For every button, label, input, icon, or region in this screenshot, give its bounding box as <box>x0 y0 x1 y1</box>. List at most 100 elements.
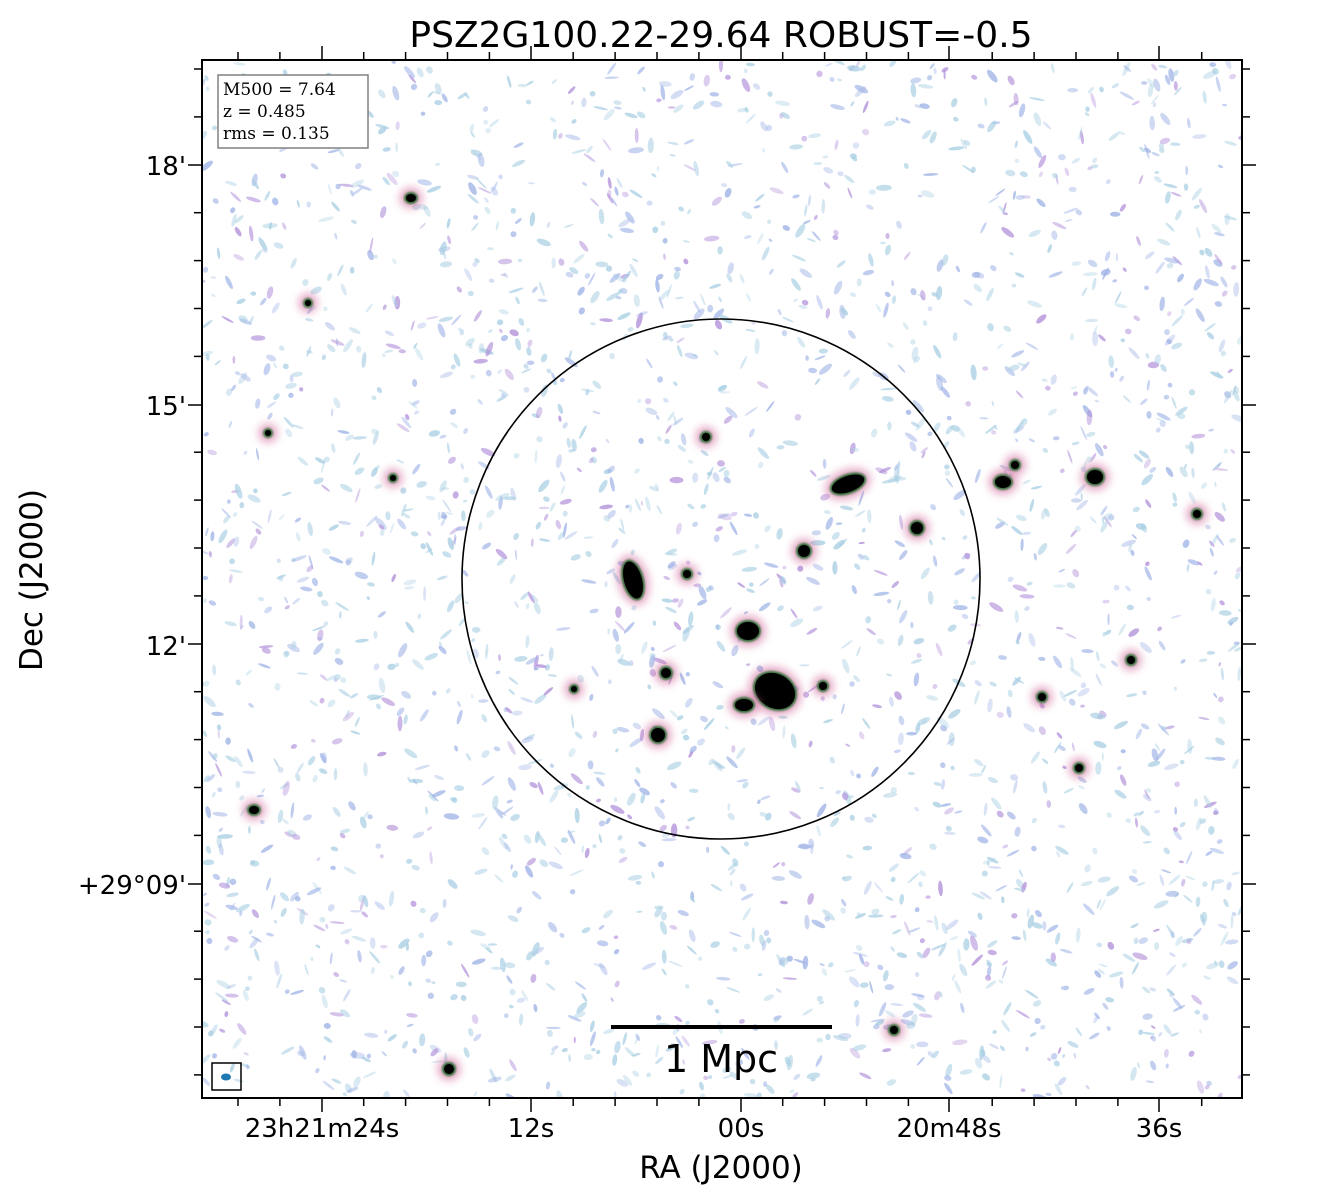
noise-speckle <box>216 724 222 731</box>
noise-speckle <box>526 857 536 866</box>
noise-speckle <box>1209 62 1217 68</box>
noise-speckle <box>692 472 699 483</box>
noise-speckle <box>1174 806 1178 815</box>
noise-speckle <box>856 773 862 779</box>
noise-speckle <box>1208 540 1215 547</box>
noise-speckle <box>1107 514 1115 521</box>
noise-speckle <box>927 306 933 312</box>
noise-speckle <box>504 842 511 853</box>
noise-speckle <box>297 456 309 466</box>
noise-speckle <box>247 494 261 503</box>
noise-speckle <box>249 316 254 324</box>
noise-speckle <box>944 831 956 835</box>
noise-speckle <box>217 787 223 793</box>
noise-speckle <box>693 300 701 313</box>
noise-speckle <box>715 526 723 532</box>
noise-speckle <box>1108 355 1115 368</box>
noise-speckle <box>434 774 444 781</box>
noise-speckle <box>980 221 987 234</box>
noise-speckles <box>202 60 1242 1098</box>
noise-speckle <box>916 1041 929 1048</box>
noise-speckle <box>613 100 622 105</box>
noise-speckle <box>498 309 509 315</box>
noise-speckle <box>1138 1029 1144 1035</box>
noise-speckle <box>482 106 489 112</box>
noise-speckle <box>959 1069 973 1075</box>
noise-speckle <box>795 224 806 238</box>
noise-speckle <box>203 680 210 687</box>
noise-speckle <box>221 316 234 323</box>
noise-speckle <box>746 663 751 666</box>
noise-speckle <box>670 1043 676 1049</box>
noise-speckle <box>893 749 901 754</box>
noise-speckle <box>358 894 364 903</box>
noise-speckle <box>710 883 722 892</box>
noise-speckle <box>1144 789 1150 800</box>
noise-speckle <box>211 711 224 717</box>
noise-speckle <box>1167 311 1172 317</box>
noise-speckle <box>1058 745 1066 752</box>
noise-speckle <box>1118 131 1126 135</box>
noise-speckle <box>693 160 699 177</box>
noise-speckle <box>776 445 785 450</box>
noise-speckle <box>889 60 897 67</box>
noise-speckle <box>318 987 326 994</box>
noise-speckle <box>1096 651 1100 662</box>
noise-speckle <box>848 795 854 799</box>
noise-speckle <box>808 194 811 207</box>
noise-speckle <box>323 1055 326 1061</box>
noise-speckle <box>1085 318 1099 323</box>
noise-speckle <box>927 74 933 81</box>
noise-speckle <box>507 777 516 791</box>
noise-speckle <box>790 608 798 619</box>
noise-speckle <box>953 116 959 122</box>
noise-speckle <box>248 702 254 708</box>
noise-speckle <box>1157 238 1171 246</box>
noise-speckle <box>571 438 577 452</box>
noise-speckle <box>913 356 920 363</box>
noise-speckle <box>282 222 287 230</box>
noise-speckle <box>567 1015 582 1022</box>
noise-speckle <box>484 485 493 499</box>
noise-speckle <box>419 709 429 722</box>
noise-speckle <box>779 113 784 119</box>
noise-speckle <box>855 1014 860 1027</box>
noise-speckle <box>878 1002 887 1017</box>
noise-speckle <box>620 518 625 530</box>
noise-speckle <box>585 785 590 790</box>
noise-speckle <box>212 198 219 204</box>
noise-speckle <box>859 1072 872 1080</box>
noise-speckle <box>806 627 818 635</box>
noise-speckle <box>412 379 418 387</box>
noise-speckle <box>231 214 237 227</box>
noise-speckle <box>744 107 749 113</box>
noise-speckle <box>685 672 691 677</box>
noise-speckle <box>726 987 740 993</box>
noise-speckle <box>623 621 635 634</box>
noise-speckle <box>581 97 587 108</box>
noise-speckle <box>1157 626 1162 632</box>
noise-speckle <box>317 629 324 642</box>
noise-speckle <box>567 86 576 94</box>
noise-speckle <box>1030 485 1043 490</box>
noise-speckle <box>419 222 426 230</box>
noise-speckle <box>485 643 489 659</box>
noise-speckle <box>438 645 447 655</box>
noise-speckle <box>294 517 302 523</box>
noise-speckle <box>717 460 725 467</box>
noise-speckle <box>1084 112 1090 117</box>
noise-speckle <box>521 989 528 1002</box>
noise-speckle <box>1139 146 1146 153</box>
noise-speckle <box>801 135 808 142</box>
noise-speckle <box>724 188 732 198</box>
noise-speckle <box>868 914 884 918</box>
noise-speckle <box>918 881 923 888</box>
noise-speckle <box>340 928 353 935</box>
noise-speckle <box>583 153 596 163</box>
noise-speckle <box>371 395 377 401</box>
noise-speckle <box>1174 86 1182 96</box>
noise-speckle <box>899 514 904 530</box>
noise-speckle <box>590 322 596 326</box>
noise-speckle <box>578 307 585 315</box>
noise-speckle <box>273 758 280 769</box>
